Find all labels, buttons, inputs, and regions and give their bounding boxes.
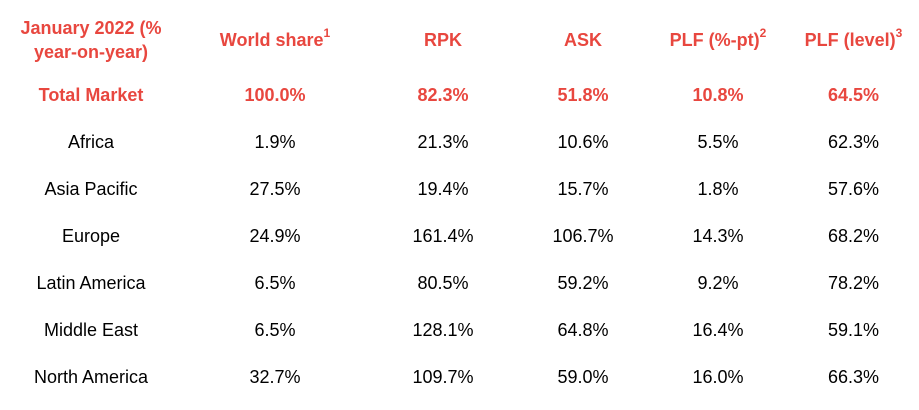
- row-label: North America: [33, 367, 149, 387]
- row-label: Latin America: [36, 273, 146, 293]
- row-label: Europe: [61, 226, 121, 246]
- world-share-cell: 100.0%: [244, 85, 306, 105]
- ask-cell: 10.6%: [557, 132, 609, 152]
- plf-level-cell: 66.3%: [827, 367, 880, 387]
- header-period-label: January 2022 (% year-on-year): [20, 18, 162, 62]
- plf-level-cell: 59.1%: [827, 320, 880, 340]
- world-share-cell: 6.5%: [254, 320, 296, 340]
- rpk-cell: 109.7%: [412, 367, 474, 387]
- header-row: January 2022 (% year-on-year) World shar…: [0, 8, 919, 72]
- ask-cell: 15.7%: [557, 179, 609, 199]
- ask-cell: 59.0%: [557, 367, 609, 387]
- header-ask-label: ASK: [563, 30, 602, 50]
- world-share-cell: 6.5%: [254, 273, 296, 293]
- world-share-cell: 24.9%: [249, 226, 301, 246]
- header-ask: ASK: [518, 8, 648, 72]
- table-row: Latin America 6.5% 80.5% 59.2% 9.2% 78.2%: [0, 260, 919, 307]
- table-row: Middle East 6.5% 128.1% 64.8% 16.4% 59.1%: [0, 307, 919, 354]
- row-label: Asia Pacific: [44, 179, 138, 199]
- header-plf-level: PLF (level)3: [788, 8, 919, 72]
- table-row: Asia Pacific 27.5% 19.4% 15.7% 1.8% 57.6%: [0, 166, 919, 213]
- footnote-marker: 3: [895, 26, 903, 40]
- footnote-marker: 2: [759, 26, 767, 40]
- header-rpk-label: RPK: [423, 30, 462, 50]
- footnote-marker: 1: [323, 26, 331, 40]
- table-row: Europe 24.9% 161.4% 106.7% 14.3% 68.2%: [0, 213, 919, 260]
- plf-level-cell: 62.3%: [827, 132, 880, 152]
- total-market-row: Total Market 100.0% 82.3% 51.8% 10.8% 64…: [0, 72, 919, 119]
- header-plf-level-label: PLF (level): [804, 30, 896, 50]
- header-rpk: RPK: [368, 8, 518, 72]
- header-plf-pt-label: PLF (%-pt): [669, 30, 760, 50]
- header-period: January 2022 (% year-on-year): [0, 8, 182, 72]
- rpk-cell: 161.4%: [412, 226, 474, 246]
- plf-pt-cell: 16.0%: [692, 367, 744, 387]
- plf-pt-cell: 16.4%: [692, 320, 744, 340]
- row-label: Middle East: [43, 320, 139, 340]
- table-row: North America 32.7% 109.7% 59.0% 16.0% 66.3%: [0, 354, 919, 401]
- plf-pt-cell: 9.2%: [697, 273, 739, 293]
- rpk-cell: 19.4%: [417, 179, 469, 199]
- ask-cell: 51.8%: [557, 85, 609, 105]
- row-label: Total Market: [38, 85, 144, 105]
- plf-pt-cell: 5.5%: [697, 132, 739, 152]
- ask-cell: 64.8%: [557, 320, 609, 340]
- header-plf-pt: PLF (%-pt)2: [648, 8, 788, 72]
- plf-level-cell: 78.2%: [827, 273, 880, 293]
- table-row: Africa 1.9% 21.3% 10.6% 5.5% 62.3%: [0, 119, 919, 166]
- header-world-share: World share1: [182, 8, 368, 72]
- rpk-cell: 128.1%: [412, 320, 474, 340]
- plf-level-cell: 64.5%: [827, 85, 880, 105]
- world-share-cell: 27.5%: [249, 179, 301, 199]
- ask-cell: 59.2%: [557, 273, 609, 293]
- plf-level-cell: 57.6%: [827, 179, 880, 199]
- rpk-cell: 80.5%: [417, 273, 469, 293]
- rpk-cell: 82.3%: [417, 85, 469, 105]
- market-table: January 2022 (% year-on-year) World shar…: [0, 8, 919, 401]
- plf-pt-cell: 14.3%: [692, 226, 744, 246]
- plf-level-cell: 68.2%: [827, 226, 880, 246]
- plf-pt-cell: 1.8%: [697, 179, 739, 199]
- world-share-cell: 32.7%: [249, 367, 301, 387]
- header-world-share-label: World share: [219, 30, 324, 50]
- world-share-cell: 1.9%: [254, 132, 296, 152]
- ask-cell: 106.7%: [552, 226, 614, 246]
- row-label: Africa: [67, 132, 114, 152]
- plf-pt-cell: 10.8%: [692, 85, 744, 105]
- rpk-cell: 21.3%: [417, 132, 469, 152]
